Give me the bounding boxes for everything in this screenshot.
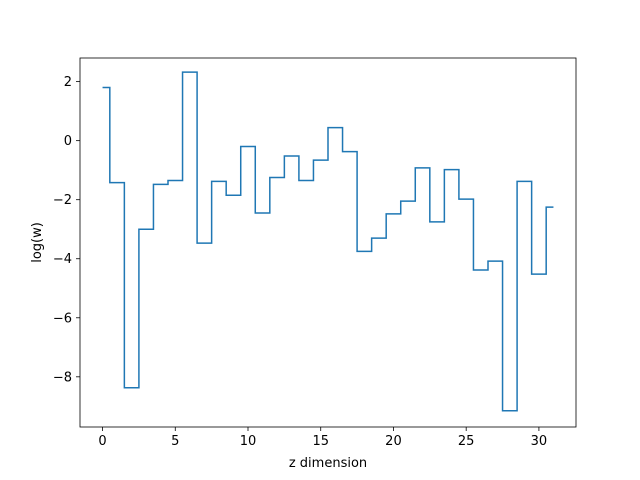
data-layer (102, 71, 554, 412)
y-tick-label: 2 (64, 75, 72, 90)
y-ticks: −8 −6 −4 −2 0 2 (53, 75, 80, 385)
y-tick-label: −4 (53, 252, 72, 267)
y-axis-label: log(w) (30, 222, 45, 263)
x-tick-label: 0 (98, 434, 106, 449)
x-tick-label: 30 (531, 434, 548, 449)
x-tick-label: 25 (458, 434, 475, 449)
x-axis-label: z dimension (289, 456, 367, 471)
axes-frame (79, 57, 577, 428)
y-tick-label: −8 (53, 370, 72, 385)
y-tick-label: 0 (64, 134, 72, 149)
x-tick-label: 20 (385, 434, 402, 449)
x-tick-label: 10 (240, 434, 257, 449)
series-step-line (102, 71, 554, 412)
x-tick-label: 15 (312, 434, 329, 449)
y-tick-label: −6 (53, 311, 72, 326)
y-tick-label: −2 (53, 193, 72, 208)
x-ticks: 0 5 10 15 20 25 30 (98, 427, 547, 449)
x-tick-label: 5 (171, 434, 179, 449)
